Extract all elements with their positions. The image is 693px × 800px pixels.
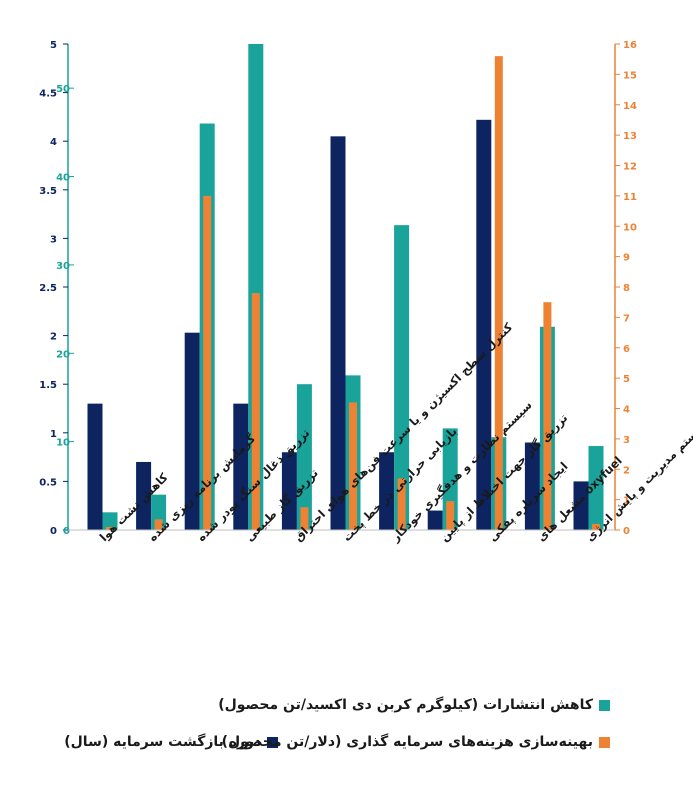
right-tick-label: 4 bbox=[623, 405, 630, 416]
right-tick-label: 16 bbox=[623, 40, 637, 51]
left-inner-tick-label: 3.5 bbox=[39, 186, 57, 197]
bar-investment bbox=[251, 293, 260, 530]
bar-payback bbox=[136, 461, 152, 530]
right-tick-label: 9 bbox=[623, 253, 630, 264]
right-tick-label: 12 bbox=[623, 162, 637, 173]
left-inner-tick-label: 4 bbox=[50, 137, 57, 148]
right-tick-label: 3 bbox=[623, 435, 630, 446]
right-tick-label: 15 bbox=[623, 70, 637, 81]
bar-investment bbox=[203, 195, 212, 530]
bar-payback bbox=[379, 452, 395, 530]
left-inner-tick-label: 2 bbox=[50, 332, 57, 343]
left-outer-tick-label: 40 bbox=[56, 173, 70, 184]
legend-label-payback: دوره بازگشت سرمایه (سال) bbox=[64, 734, 261, 750]
bar-investment bbox=[106, 526, 114, 530]
right-tick-label: 0 bbox=[623, 526, 630, 537]
bar-emissions bbox=[102, 512, 118, 530]
left-inner-tick-label: 0 bbox=[50, 526, 57, 537]
legend-swatch-emissions bbox=[599, 699, 610, 711]
bar-payback bbox=[233, 403, 249, 530]
left-inner-tick-label: 1.5 bbox=[39, 380, 57, 391]
bar-payback bbox=[281, 452, 297, 530]
bar-payback bbox=[573, 481, 589, 530]
bar-payback bbox=[476, 119, 492, 530]
legend-item-emissions: کاهش انتشارات (کیلوگرم کربن دی اکسید/تن … bbox=[218, 697, 610, 713]
bar-investment bbox=[397, 478, 406, 530]
left-outer-tick-label: 10 bbox=[56, 438, 70, 449]
right-tick-label: 7 bbox=[623, 313, 630, 324]
right-tick-label: 6 bbox=[623, 344, 630, 355]
bar-payback bbox=[87, 403, 103, 530]
right-tick-label: 2 bbox=[623, 465, 630, 476]
bar-payback bbox=[330, 136, 346, 530]
right-tick-label: 5 bbox=[623, 374, 630, 385]
left-inner-tick-label: 2.5 bbox=[39, 283, 57, 294]
left-outer-tick-label: 50 bbox=[56, 84, 70, 95]
bar-investment bbox=[592, 523, 600, 530]
left-inner-tick-label: 3 bbox=[50, 234, 57, 245]
legend-item-payback: دوره بازگشت سرمایه (سال) bbox=[64, 734, 278, 750]
left-inner-tick-label: 4.5 bbox=[39, 89, 57, 100]
right-tick-label: 1 bbox=[623, 496, 630, 507]
legend-swatch-investment bbox=[599, 736, 610, 748]
bar-payback bbox=[524, 442, 540, 530]
bar-investment bbox=[154, 519, 163, 530]
right-tick-label: 13 bbox=[623, 131, 637, 142]
left-outer-tick-label: 20 bbox=[56, 349, 70, 360]
bar-investment bbox=[349, 402, 357, 530]
left-outer-tick-label: 0 bbox=[63, 526, 70, 537]
legend-label-investment: بهینه‌سازی هزینه‌های سرمایه گذاری (دلار/… bbox=[221, 734, 593, 750]
right-tick-label: 10 bbox=[623, 222, 637, 233]
bar-chart: 00.511.522.533.544.550102030405001234567… bbox=[39, 40, 693, 546]
bar-investment bbox=[494, 56, 503, 531]
bar-emissions bbox=[296, 384, 312, 530]
left-inner-tick-label: 5 bbox=[50, 40, 57, 51]
legend-label-emissions: کاهش انتشارات (کیلوگرم کربن دی اکسید/تن … bbox=[218, 697, 593, 713]
right-tick-label: 11 bbox=[623, 192, 637, 203]
left-inner-tick-label: 0.5 bbox=[39, 477, 57, 488]
bar-emissions bbox=[394, 225, 410, 531]
bar-investment bbox=[446, 501, 455, 530]
bar-payback bbox=[427, 510, 443, 530]
legend-item-investment: بهینه‌سازی هزینه‌های سرمایه گذاری (دلار/… bbox=[222, 734, 610, 750]
left-outer-tick-label: 30 bbox=[56, 261, 70, 272]
bar-emissions bbox=[588, 446, 604, 530]
right-tick-label: 8 bbox=[623, 283, 630, 294]
legend-swatch-payback bbox=[267, 736, 278, 748]
left-inner-tick-label: 1 bbox=[50, 429, 57, 440]
bar-investment bbox=[300, 507, 309, 530]
bar-payback bbox=[184, 332, 200, 530]
right-tick-label: 14 bbox=[623, 101, 637, 112]
bar-investment bbox=[543, 302, 552, 530]
